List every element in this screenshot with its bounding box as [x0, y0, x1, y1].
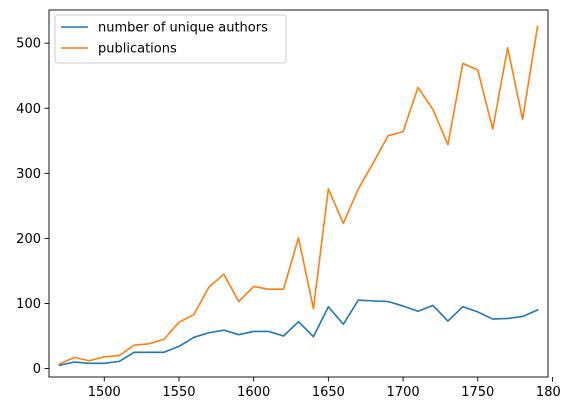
- y-tick-label: 400: [16, 102, 41, 117]
- x-tick-label: 1500: [88, 385, 121, 400]
- series-line-0: [58, 299, 539, 367]
- x-tick-label: 1700: [387, 385, 420, 400]
- plot-area: [49, 10, 548, 377]
- legend-label-0: number of unique authors: [98, 21, 268, 36]
- legend-label-1: publications: [98, 42, 177, 57]
- legend: number of unique authors publications: [54, 14, 287, 64]
- series-line-1: [58, 25, 539, 366]
- y-tick-label: 300: [16, 167, 41, 182]
- axes-background: [49, 10, 548, 377]
- x-tick-label: 1650: [312, 385, 345, 400]
- y-tick-label: 200: [16, 232, 41, 247]
- y-tick-label: 100: [16, 297, 41, 312]
- x-tick-label: 1550: [162, 385, 195, 400]
- legend-box: [54, 14, 287, 64]
- axes-frame: [48, 9, 549, 378]
- series-layer: [58, 25, 539, 367]
- x-tick-label: 1600: [237, 385, 270, 400]
- x-tick-label: 1750: [461, 385, 494, 400]
- y-tick-label: 500: [16, 37, 41, 52]
- y-tick-label: 0: [33, 362, 41, 377]
